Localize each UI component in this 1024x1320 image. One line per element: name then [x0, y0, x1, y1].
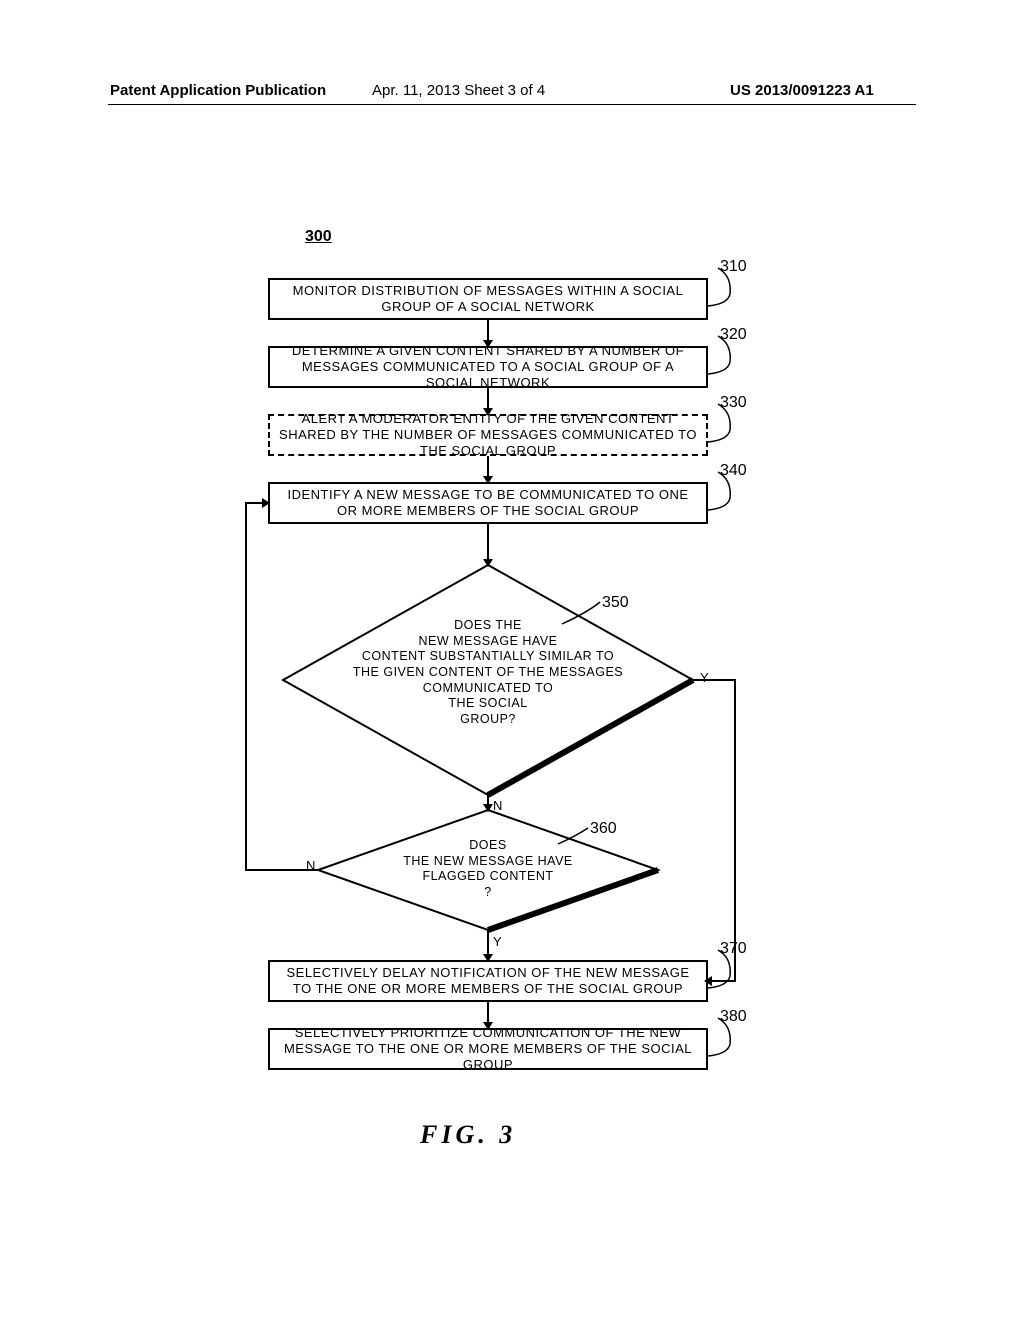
flowchart-svg — [0, 0, 1024, 1320]
page: Patent Application Publication Apr. 11, … — [0, 0, 1024, 1320]
